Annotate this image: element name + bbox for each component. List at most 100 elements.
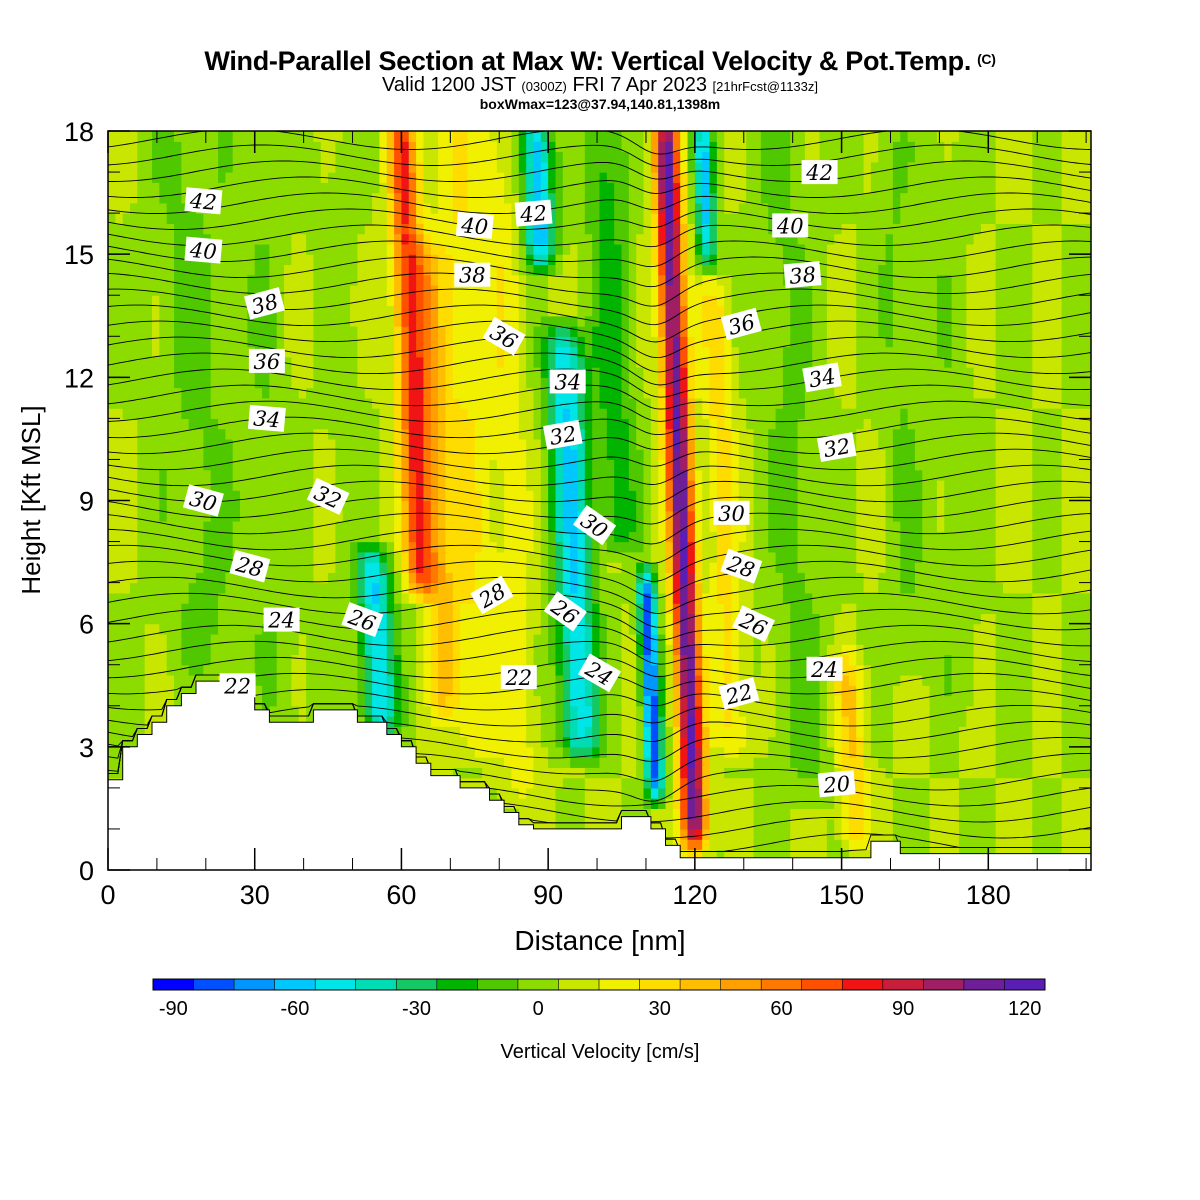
w-cell	[408, 377, 417, 389]
w-cell	[262, 172, 270, 183]
w-cell	[592, 695, 601, 707]
w-cell	[540, 233, 549, 245]
w-cell	[313, 264, 322, 276]
w-cell	[291, 305, 300, 317]
w-cell	[526, 243, 535, 255]
w-cell	[122, 284, 131, 296]
w-cell	[386, 233, 395, 245]
w-cell	[526, 582, 535, 594]
w-cell	[342, 274, 351, 286]
w-cell	[276, 131, 285, 142]
w-cell	[562, 746, 571, 758]
w-cell	[159, 418, 168, 430]
w-cell	[203, 284, 212, 296]
w-cell	[328, 521, 337, 532]
w-cell	[592, 459, 601, 471]
w-cell	[284, 131, 292, 142]
w-cell	[533, 664, 542, 676]
w-cell	[496, 551, 505, 563]
w-cell	[144, 202, 153, 214]
w-cell	[203, 213, 212, 224]
w-cell	[423, 592, 432, 604]
w-cell	[445, 500, 454, 512]
w-cell	[232, 408, 241, 419]
w-cell	[394, 654, 403, 666]
w-cell	[416, 161, 425, 173]
w-cell	[166, 521, 175, 532]
w-cell	[474, 469, 483, 481]
w-cell	[210, 572, 219, 584]
w-cell	[262, 141, 270, 153]
w-cell	[313, 572, 322, 584]
w-cell	[489, 243, 498, 255]
w-cell	[196, 367, 204, 378]
w-cell	[188, 459, 197, 471]
w-cell	[562, 254, 571, 266]
w-cell	[122, 172, 131, 183]
w-cell	[115, 736, 124, 748]
w-cell	[504, 141, 513, 153]
w-cell	[276, 664, 285, 676]
w-cell	[540, 633, 549, 645]
w-cell	[269, 541, 278, 553]
w-cell	[584, 479, 593, 491]
w-cell	[460, 284, 469, 296]
w-cell	[452, 479, 461, 491]
w-cell	[562, 233, 571, 245]
w-cell	[401, 664, 410, 676]
w-cell	[174, 387, 182, 399]
w-cell	[430, 746, 439, 758]
w-cell	[401, 449, 410, 461]
w-cell	[533, 356, 542, 368]
w-cell	[474, 356, 483, 368]
w-cell	[526, 233, 535, 245]
w-cell	[526, 746, 535, 758]
w-cell	[533, 367, 542, 378]
w-cell	[416, 726, 425, 738]
w-cell	[606, 633, 615, 645]
w-cell	[496, 428, 505, 440]
w-cell	[548, 346, 557, 358]
w-cell	[570, 151, 579, 163]
w-cell	[313, 613, 322, 625]
w-cell	[518, 192, 527, 204]
w-cell	[122, 233, 131, 245]
w-cell	[335, 161, 344, 173]
w-cell	[474, 202, 483, 214]
w-cell	[291, 223, 300, 235]
w-cell	[526, 377, 535, 389]
w-cell	[504, 695, 513, 707]
w-cell	[592, 408, 601, 419]
w-cell	[196, 182, 204, 194]
w-cell	[592, 808, 601, 820]
w-cell	[254, 284, 263, 296]
w-cell	[181, 685, 190, 697]
w-cell	[225, 531, 234, 543]
w-cell	[240, 387, 248, 399]
w-cell	[188, 161, 197, 173]
w-cell	[379, 151, 388, 163]
w-cell	[460, 664, 469, 676]
w-cell	[159, 377, 168, 389]
w-cell	[196, 213, 204, 224]
w-cell	[540, 500, 549, 512]
w-cell	[357, 356, 366, 368]
w-cell	[196, 541, 204, 553]
w-cell	[137, 131, 146, 142]
w-cell	[328, 654, 337, 666]
w-cell	[181, 674, 190, 686]
w-cell	[489, 264, 498, 276]
w-cell	[474, 521, 483, 532]
w-cell	[122, 531, 131, 543]
w-cell	[394, 284, 403, 296]
w-cell	[364, 500, 373, 512]
w-cell	[474, 192, 483, 204]
w-cell	[122, 418, 131, 430]
w-cell	[394, 633, 403, 645]
w-cell	[474, 767, 483, 779]
w-cell	[526, 346, 535, 358]
w-cell	[357, 397, 366, 409]
w-cell	[423, 438, 432, 450]
w-cell	[269, 315, 278, 327]
w-cell	[379, 336, 388, 348]
